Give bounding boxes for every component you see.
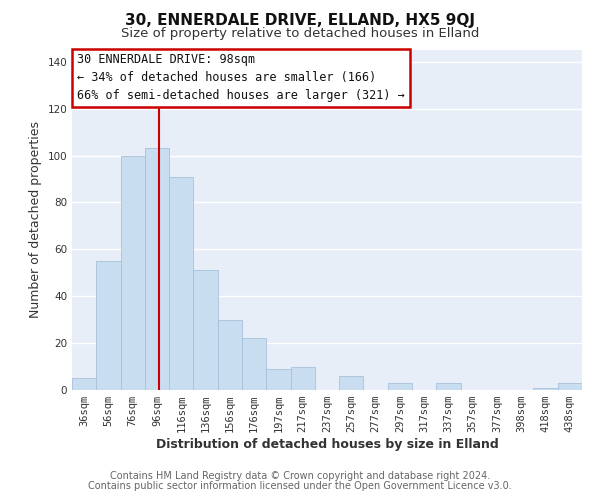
Bar [218, 320, 242, 390]
Bar [193, 270, 218, 390]
Bar [145, 148, 169, 390]
Bar [242, 338, 266, 390]
Bar [121, 156, 145, 390]
Bar [558, 383, 582, 390]
Bar [533, 388, 558, 390]
Y-axis label: Number of detached properties: Number of detached properties [29, 122, 42, 318]
Bar [290, 366, 315, 390]
Bar [169, 176, 193, 390]
Text: Contains HM Land Registry data © Crown copyright and database right 2024.: Contains HM Land Registry data © Crown c… [110, 471, 490, 481]
Text: Contains public sector information licensed under the Open Government Licence v3: Contains public sector information licen… [88, 481, 512, 491]
Text: Size of property relative to detached houses in Elland: Size of property relative to detached ho… [121, 28, 479, 40]
X-axis label: Distribution of detached houses by size in Elland: Distribution of detached houses by size … [155, 438, 499, 451]
Bar [72, 378, 96, 390]
Bar [96, 261, 121, 390]
Bar [436, 383, 461, 390]
Text: 30, ENNERDALE DRIVE, ELLAND, HX5 9QJ: 30, ENNERDALE DRIVE, ELLAND, HX5 9QJ [125, 12, 475, 28]
Bar [339, 376, 364, 390]
Text: 30 ENNERDALE DRIVE: 98sqm
← 34% of detached houses are smaller (166)
66% of semi: 30 ENNERDALE DRIVE: 98sqm ← 34% of detac… [77, 54, 405, 102]
Bar [266, 369, 290, 390]
Bar [388, 383, 412, 390]
